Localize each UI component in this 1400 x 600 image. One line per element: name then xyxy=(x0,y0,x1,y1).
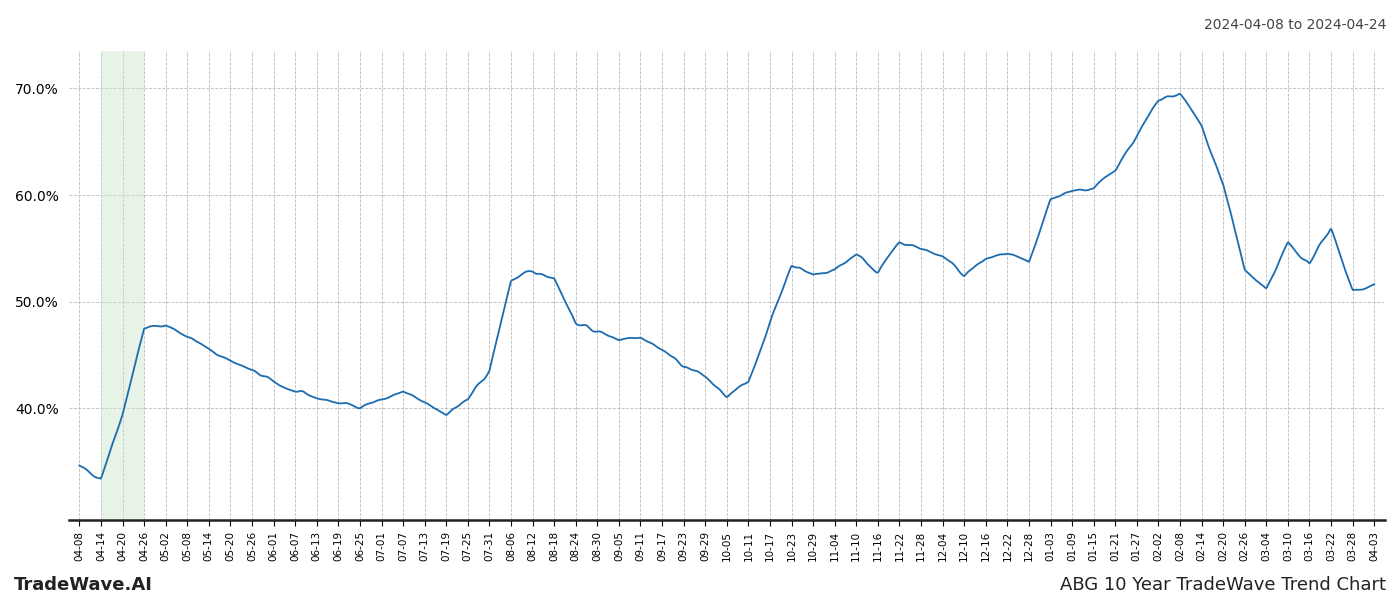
Bar xyxy=(101,51,144,520)
Text: ABG 10 Year TradeWave Trend Chart: ABG 10 Year TradeWave Trend Chart xyxy=(1060,576,1386,594)
Text: TradeWave.AI: TradeWave.AI xyxy=(14,576,153,594)
Text: 2024-04-08 to 2024-04-24: 2024-04-08 to 2024-04-24 xyxy=(1204,18,1386,32)
